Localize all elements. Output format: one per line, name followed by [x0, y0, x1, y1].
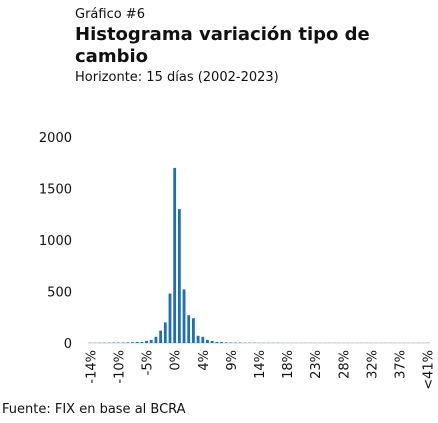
bar [177, 209, 181, 343]
bar [145, 340, 148, 343]
bar [215, 341, 219, 343]
kicker: Gráfico #6 [75, 7, 145, 22]
bar [168, 293, 172, 343]
bar [173, 167, 177, 343]
x-tick-label: -10% [112, 350, 127, 384]
bar [182, 289, 186, 343]
header: Gráfico #6 Histograma variación tipo de … [75, 6, 405, 86]
bar [135, 341, 139, 343]
x-tick-label: 4% [197, 350, 212, 371]
source: Fuente: FIX en base al BCRA [2, 402, 186, 417]
bar [154, 336, 158, 343]
x-tick-label: 37% [394, 350, 409, 379]
y-tick-label: 1000 [39, 234, 72, 249]
bar [140, 341, 144, 343]
bar [126, 342, 130, 343]
x-tick-label: -5% [141, 350, 156, 375]
x-tick-label: 9% [225, 350, 240, 371]
y-tick-label: 500 [47, 286, 72, 301]
bar [229, 342, 233, 343]
bar [201, 336, 205, 343]
x-tick-label: 32% [365, 350, 380, 379]
bar [163, 322, 167, 343]
subtitle: Horizonte: 15 días (2002-2023) [75, 70, 279, 85]
x-tick-label: <41% [422, 350, 437, 390]
bar [224, 342, 228, 343]
chart-title: Histograma variación tipo de cambio [75, 24, 370, 67]
x-tick-label: 23% [309, 350, 324, 379]
x-tick-label: 28% [337, 350, 352, 379]
bar [220, 341, 223, 343]
y-tick-label: 1500 [39, 183, 72, 198]
bar [210, 340, 214, 343]
x-tick-label: 18% [281, 350, 296, 379]
x-tick-label: 0% [169, 350, 184, 371]
bar [187, 315, 191, 343]
bar [149, 339, 153, 343]
x-tick-label: -14% [84, 350, 99, 384]
bar [196, 335, 200, 343]
y-tick-label: 0 [64, 337, 72, 352]
bar [206, 339, 209, 343]
bar [159, 330, 163, 343]
chart: 0 500 1000 1500 2000 -14% -10% -5% 0% 4% 9% 14% 18% 2… [39, 131, 437, 390]
bar [121, 342, 125, 343]
y-tick-label: 2000 [39, 131, 72, 146]
bar [192, 318, 195, 343]
x-tick-label: 14% [253, 350, 268, 379]
bar [131, 342, 134, 343]
